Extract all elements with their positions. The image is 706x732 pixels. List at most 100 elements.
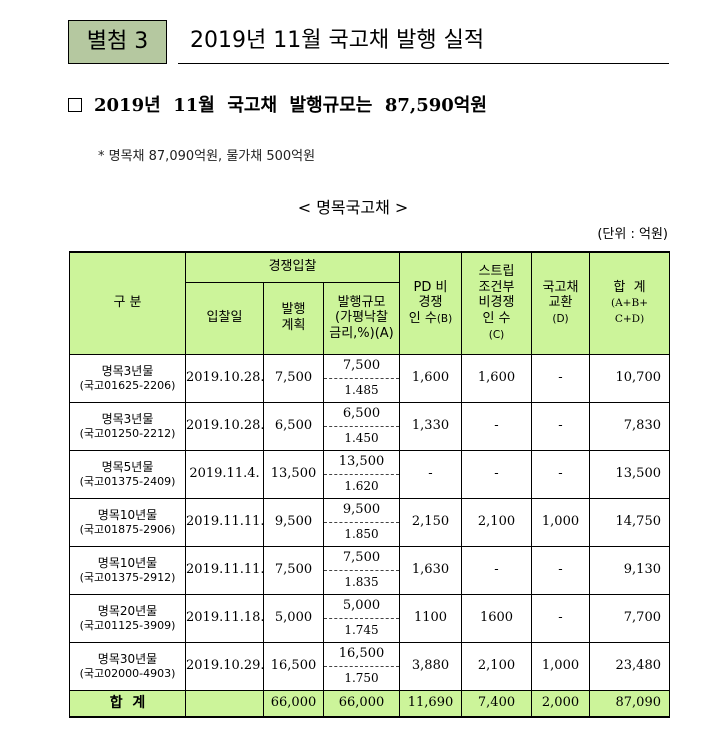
bond-name: 명목30년물 [97, 652, 158, 667]
bond-name: 명목5년물 [101, 460, 154, 475]
bond-name: 명목3년물 [101, 364, 154, 379]
table-row-rate: 1.835 [70, 569, 670, 595]
auction-date: 2019.11.11. [185, 497, 265, 547]
auction-date: 2019.10.28. [185, 401, 265, 451]
row-total: 23,480 [589, 641, 670, 691]
row-total: 13,500 [589, 449, 670, 499]
issue-plan: 5,000 [263, 593, 324, 643]
bond-name-cell: 명목30년물 (국고02000-4903) [69, 641, 186, 691]
issue-size: 16,500 [323, 641, 400, 667]
bond-exchange: - [531, 545, 590, 595]
bond-name-cell: 명목20년물 (국고01125-3909) [69, 593, 186, 643]
table-row: 명목3년물 (국고01250-2212) 2019.10.28. 6,500 6,500… [69, 401, 670, 451]
table-row-rate: 1.450 [70, 425, 670, 451]
avg-rate: 1.835 [323, 569, 400, 595]
avg-rate: 1.620 [323, 473, 400, 499]
header-exchange: 국고채 교환 (D) [531, 251, 590, 355]
bond-exchange: - [531, 353, 590, 403]
header-strip: 스트립 조건부 비경쟁 인 수 (C) [461, 251, 532, 355]
bond-exchange: 1,000 [531, 641, 590, 691]
issue-size: 5,000 [323, 593, 400, 619]
bond-name-cell: 명목3년물 (국고01250-2212) [69, 401, 186, 451]
bond-exchange: - [531, 449, 590, 499]
header-total: 합 계 (A+B+ C+D) [589, 251, 670, 355]
bond-name-cell: 명목5년물 (국고01375-2409) [69, 449, 186, 499]
table-row-rate: 1.485 [70, 377, 670, 403]
issue-size: 7,500 [323, 353, 400, 379]
table-row-rate: 1.750 [70, 665, 670, 691]
issue-plan: 13,500 [263, 449, 324, 499]
issue-size: 6,500 [323, 401, 400, 427]
bond-issuance-table: 구 분 경쟁입찰 PD 비 경쟁 인 수(B) 스트립 조건부 비경쟁 인 수(… [69, 251, 670, 718]
bond-code: (국고01125-3909) [79, 618, 176, 632]
bond-name: 명목10년물 [97, 508, 158, 523]
auction-date: 2019.11.11. [185, 545, 265, 595]
table-row: 명목30년물 (국고02000-4903) 2019.10.29. 16,500 16,… [69, 641, 670, 691]
totals-issue: 66,000 [323, 689, 400, 718]
table-row: 명목20년물 (국고01125-3909) 2019.11.18. 5,000 5,00… [69, 593, 670, 643]
totals-plan: 66,000 [263, 689, 324, 718]
pd-noncompetitive: 1100 [399, 593, 462, 643]
summary-heading-text: 2019년 11월 국고채 발행규모는 87,590억원 [94, 95, 487, 116]
table-row: 명목5년물 (국고01375-2409) 2019.11.4. 13,500 13,50… [69, 449, 670, 499]
strip-noncompetitive: 2,100 [461, 497, 532, 547]
bond-code: (국고01625-2206) [79, 378, 176, 392]
issue-plan: 9,500 [263, 497, 324, 547]
table-row-rate: 1.745 [70, 617, 670, 643]
pd-noncompetitive: - [399, 449, 462, 499]
issue-plan: 16,500 [263, 641, 324, 691]
issue-plan: 7,500 [263, 545, 324, 595]
strip-noncompetitive: 1600 [461, 593, 532, 643]
pd-noncompetitive: 3,880 [399, 641, 462, 691]
issue-plan: 7,500 [263, 353, 324, 403]
strip-noncompetitive: - [461, 449, 532, 499]
pd-noncompetitive: 1,630 [399, 545, 462, 595]
checkbox-square-icon [68, 98, 82, 112]
bond-name: 명목10년물 [97, 556, 158, 571]
bond-code: (국고02000-4903) [79, 666, 176, 680]
avg-rate: 1.750 [323, 665, 400, 691]
bond-code: (국고01250-2212) [79, 426, 176, 440]
row-total: 14,750 [589, 497, 670, 547]
bond-name: 명목3년물 [101, 412, 154, 427]
bond-name-cell: 명목10년물 (국고01875-2906) [69, 497, 186, 547]
issue-plan: 6,500 [263, 401, 324, 451]
auction-date: 2019.10.29. [185, 641, 265, 691]
totals-strip: 7,400 [461, 689, 532, 718]
totals-label: 합 계 [69, 689, 186, 718]
header-pd: PD 비 경쟁 인 수(B) [399, 251, 462, 355]
header-plan: 발행 계획 [263, 281, 324, 355]
issue-size: 9,500 [323, 497, 400, 523]
table-row: 명목10년물 (국고01375-2912) 2019.11.11. 7,500 7,50… [69, 545, 670, 595]
bond-code: (국고01375-2409) [79, 474, 176, 488]
unit-label: (단위 : 억원) [597, 227, 668, 242]
row-total: 7,830 [589, 401, 670, 451]
attachment-title: 2019년 11월 국고채 발행 실적 [190, 28, 485, 53]
summary-heading: 2019년 11월 국고채 발행규모는 87,590억원 [68, 93, 487, 119]
auction-date: 2019.11.18. [185, 593, 265, 643]
footnote: * 명목채 87,090억원, 물가채 500억원 [98, 149, 316, 164]
table-row: 명목3년물 (국고01625-2206) 2019.10.28. 7,500 7,500… [69, 353, 670, 403]
bond-code: (국고01375-2912) [79, 570, 176, 584]
row-total: 10,700 [589, 353, 670, 403]
issue-size: 7,500 [323, 545, 400, 571]
bond-exchange: - [531, 593, 590, 643]
bond-code: (국고01875-2906) [79, 522, 176, 536]
strip-noncompetitive: - [461, 401, 532, 451]
totals-total: 87,090 [589, 689, 670, 718]
bond-exchange: 1,000 [531, 497, 590, 547]
totals-date [185, 689, 264, 718]
bond-exchange: - [531, 401, 590, 451]
pd-noncompetitive: 1,330 [399, 401, 462, 451]
table-row: 명목10년물 (국고01875-2906) 2019.11.11. 9,500 9,50… [69, 497, 670, 547]
header-auction-date: 입찰일 [185, 281, 264, 355]
title-underline [178, 63, 669, 64]
attachment-label: 별첨 3 [68, 20, 167, 64]
table-row-rate: 1.850 [70, 521, 670, 547]
table-title: < 명목국고채 > [297, 198, 409, 217]
issue-size: 13,500 [323, 449, 400, 475]
header-competitive: 경쟁입찰 [185, 251, 400, 283]
avg-rate: 1.450 [323, 425, 400, 451]
strip-noncompetitive: 2,100 [461, 641, 532, 691]
auction-date: 2019.11.4. [185, 449, 264, 499]
